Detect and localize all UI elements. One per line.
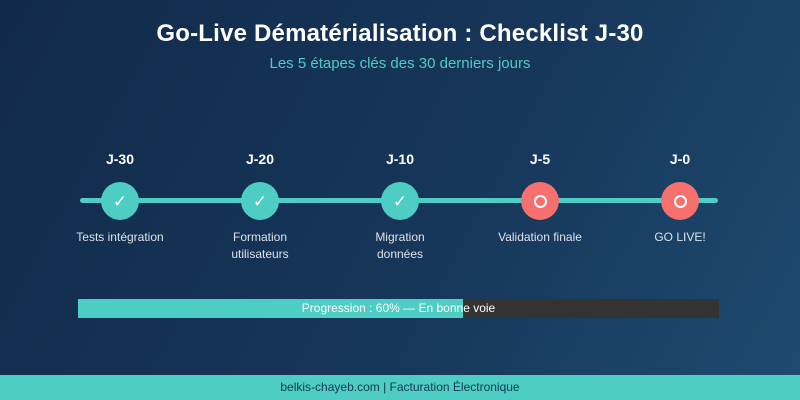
pending-circle-icon: [533, 194, 547, 208]
footer-text: belkis-chayeb.com | Facturation Électron…: [280, 380, 520, 394]
header: Go-Live Dématérialisation : Checklist J-…: [0, 0, 800, 72]
timeline-step-j10: J-10 ✓ Migration données: [340, 150, 460, 263]
step-status-marker: ✓: [521, 182, 559, 220]
page-subtitle: Les 5 étapes clés des 30 derniers jours: [269, 55, 531, 72]
step-label: GO LIVE!: [654, 230, 706, 244]
step-status-marker: ✓: [661, 182, 699, 220]
progress-fill: [78, 299, 463, 318]
page-title: Go-Live Dématérialisation : Checklist J-…: [156, 20, 644, 47]
step-day-label: J-20: [245, 151, 275, 167]
step-label: Tests intégration: [76, 230, 164, 244]
step-day-label: J-30: [105, 151, 135, 167]
timeline-step-j20: J-20 ✓ Formation utilisateurs: [200, 150, 320, 263]
check-icon: ✓: [112, 191, 128, 211]
pending-circle-icon: [673, 194, 687, 208]
step-label: Validation finale: [498, 230, 582, 244]
step-label: Migration données: [375, 230, 425, 261]
timeline-step-j30: J-30 ✓ Tests intégration: [60, 150, 180, 246]
progress-label: Progression : 60% — En bonne voie: [301, 301, 496, 315]
step-status-marker: ✓: [381, 182, 419, 220]
step-status-marker: ✓: [241, 182, 279, 220]
step-day-label: J-10: [385, 151, 415, 167]
step-status-marker: ✓: [101, 182, 139, 220]
timeline-step-j0: J-0 ✓ GO LIVE!: [620, 150, 740, 246]
step-day-label: J-0: [669, 151, 691, 167]
step-day-label: J-5: [529, 151, 551, 167]
timeline-step-j5: J-5 ✓ Validation finale: [480, 150, 600, 246]
step-label: Formation utilisateurs: [231, 230, 289, 261]
progress-bar: Progression : 60% — En bonne voie: [78, 299, 719, 318]
check-icon: ✓: [252, 191, 268, 211]
footer-band: belkis-chayeb.com | Facturation Électron…: [0, 375, 800, 400]
check-icon: ✓: [392, 191, 408, 211]
